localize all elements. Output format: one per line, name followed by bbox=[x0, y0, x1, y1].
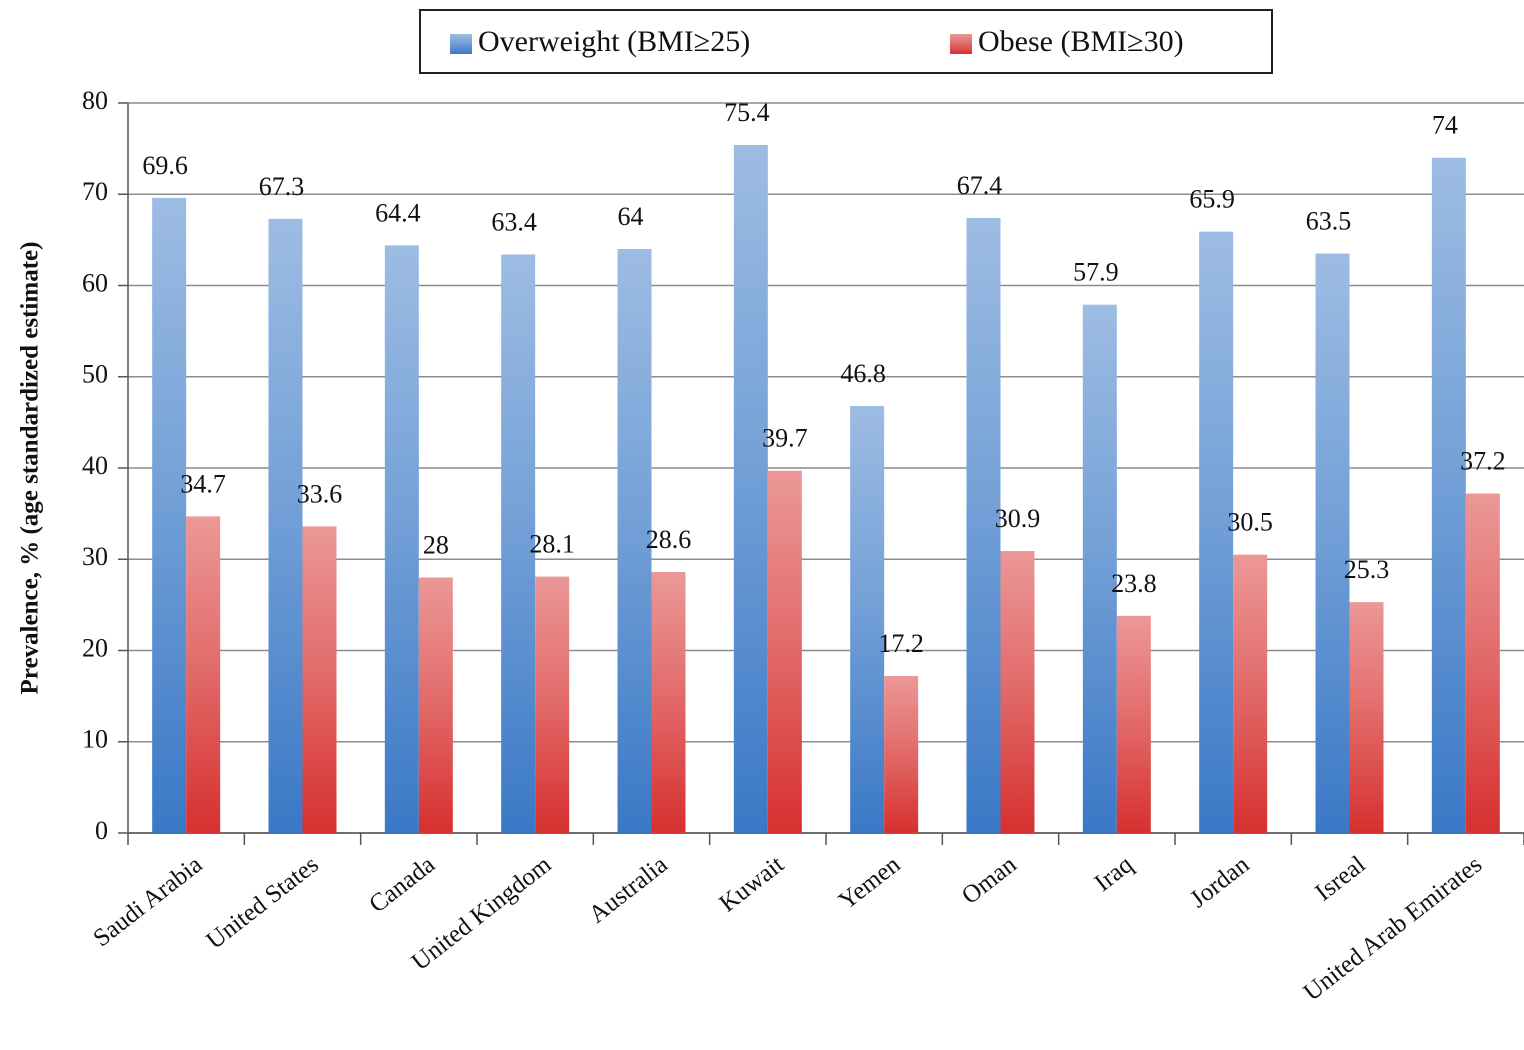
value-label: 46.8 bbox=[840, 359, 886, 388]
bar bbox=[733, 144, 768, 834]
legend-label: Overweight (BMI≥25) bbox=[478, 25, 750, 58]
value-label: 64 bbox=[618, 202, 644, 231]
bar bbox=[1000, 551, 1035, 833]
y-axis-title: Prevalence, % (age standardized estimate… bbox=[17, 242, 44, 695]
x-tick-label: Isreal bbox=[1310, 851, 1370, 906]
y-tick-label: 50 bbox=[82, 360, 108, 389]
y-tick-label: 40 bbox=[82, 451, 108, 480]
value-label: 17.2 bbox=[878, 629, 924, 658]
bar bbox=[651, 572, 686, 833]
bar bbox=[384, 245, 419, 834]
bar bbox=[535, 576, 570, 833]
y-tick-label: 70 bbox=[82, 177, 108, 206]
value-label: 34.7 bbox=[180, 469, 226, 498]
x-tick-label: Oman bbox=[957, 851, 1022, 910]
y-tick-label: 60 bbox=[82, 268, 108, 297]
value-label: 67.4 bbox=[957, 171, 1003, 200]
legend-label: Obese (BMI≥30) bbox=[978, 25, 1184, 58]
y-tick-label: 30 bbox=[82, 542, 108, 571]
x-tick-label: Australia bbox=[584, 851, 673, 929]
value-label: 28 bbox=[423, 530, 449, 559]
value-label: 33.6 bbox=[297, 479, 343, 508]
bar bbox=[1431, 157, 1466, 833]
value-label: 75.4 bbox=[724, 98, 770, 127]
bar bbox=[1465, 493, 1500, 833]
y-tick-label: 0 bbox=[95, 816, 108, 845]
x-tick-label: Iraq bbox=[1090, 851, 1139, 897]
bar bbox=[966, 217, 1001, 834]
bar bbox=[418, 577, 453, 833]
legend-swatch bbox=[450, 34, 472, 54]
value-label: 67.3 bbox=[259, 172, 305, 201]
bar bbox=[884, 676, 919, 833]
bar bbox=[1315, 253, 1350, 833]
value-label: 30.9 bbox=[995, 504, 1041, 533]
value-label: 63.5 bbox=[1306, 207, 1352, 236]
bar bbox=[1082, 304, 1117, 834]
x-tick-label: Yemen bbox=[834, 851, 906, 915]
y-tick-label: 20 bbox=[82, 633, 108, 662]
value-label: 30.5 bbox=[1227, 508, 1273, 537]
x-tick-label: Kuwait bbox=[714, 851, 789, 918]
x-tick-label: Canada bbox=[364, 851, 440, 918]
bar bbox=[1233, 554, 1268, 833]
bar bbox=[268, 218, 303, 833]
value-label: 64.4 bbox=[375, 198, 421, 227]
value-label: 69.6 bbox=[142, 151, 188, 180]
y-tick-label: 10 bbox=[82, 725, 108, 754]
value-label: 25.3 bbox=[1344, 555, 1390, 584]
value-label: 65.9 bbox=[1189, 185, 1235, 214]
bar bbox=[302, 526, 337, 833]
value-label: 57.9 bbox=[1073, 258, 1119, 287]
x-tick-label: United States bbox=[201, 851, 323, 955]
x-tick-label: Jordan bbox=[1185, 851, 1255, 914]
value-label: 28.1 bbox=[529, 530, 575, 559]
value-label: 63.4 bbox=[491, 207, 537, 236]
y-tick-label: 80 bbox=[82, 86, 108, 115]
bar bbox=[152, 197, 187, 833]
x-tick-label: Saudi Arabia bbox=[88, 851, 207, 952]
value-label: 39.7 bbox=[762, 424, 808, 453]
value-label: 28.6 bbox=[646, 525, 692, 554]
bar bbox=[850, 405, 885, 833]
bar bbox=[1116, 615, 1151, 833]
value-label: 74 bbox=[1432, 111, 1458, 140]
bar bbox=[1199, 231, 1234, 834]
bar bbox=[1349, 602, 1384, 833]
bar bbox=[767, 470, 802, 833]
legend-swatch bbox=[950, 34, 972, 54]
bar bbox=[186, 516, 221, 833]
value-label: 23.8 bbox=[1111, 569, 1157, 598]
value-label: 37.2 bbox=[1460, 447, 1506, 476]
legend-box bbox=[419, 9, 1273, 74]
bar bbox=[501, 254, 536, 834]
bar bbox=[617, 249, 652, 833]
